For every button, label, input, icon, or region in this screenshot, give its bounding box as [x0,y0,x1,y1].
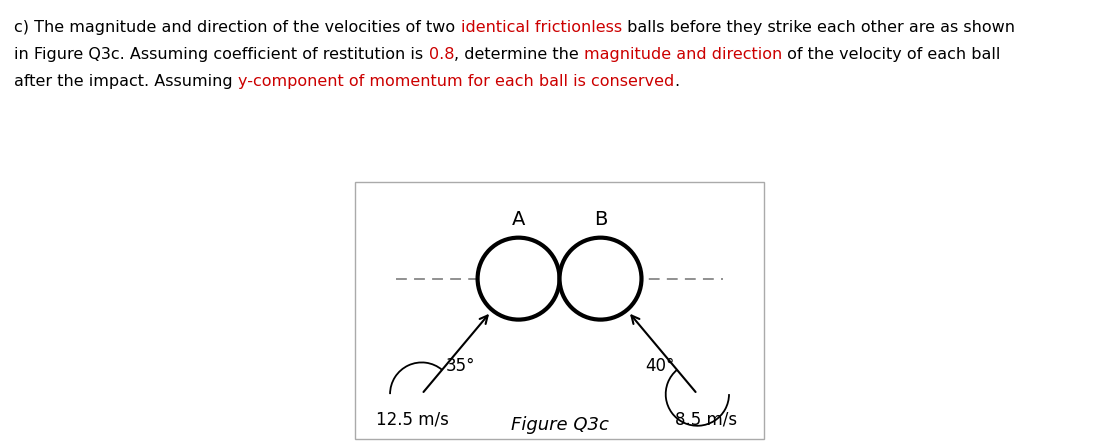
Text: of the velocity of each ball: of the velocity of each ball [782,47,1001,62]
Text: 12.5 m/s: 12.5 m/s [377,410,449,429]
Text: in Figure Q3c. Assuming coefficient of restitution is: in Figure Q3c. Assuming coefficient of r… [14,47,429,62]
Text: identical frictionless: identical frictionless [461,20,622,35]
FancyBboxPatch shape [355,182,765,439]
Text: B: B [594,210,607,229]
Circle shape [478,238,560,320]
Text: 35°: 35° [445,357,475,375]
Text: 40°: 40° [646,357,675,375]
Text: balls before they strike each other are as shown: balls before they strike each other are … [622,20,1015,35]
Text: y-component of momentum for each ball is conserved: y-component of momentum for each ball is… [238,74,675,89]
Text: A: A [512,210,525,229]
Text: , determine the: , determine the [454,47,584,62]
Text: 8.5 m/s: 8.5 m/s [675,410,737,429]
Text: c) The magnitude and direction of the velocities of two: c) The magnitude and direction of the ve… [14,20,461,35]
Text: .: . [675,74,679,89]
Text: 0.8: 0.8 [429,47,454,62]
Text: magnitude and direction: magnitude and direction [584,47,782,62]
Text: after the impact. Assuming: after the impact. Assuming [14,74,238,89]
Circle shape [560,238,642,320]
Text: Figure Q3c: Figure Q3c [511,416,608,434]
